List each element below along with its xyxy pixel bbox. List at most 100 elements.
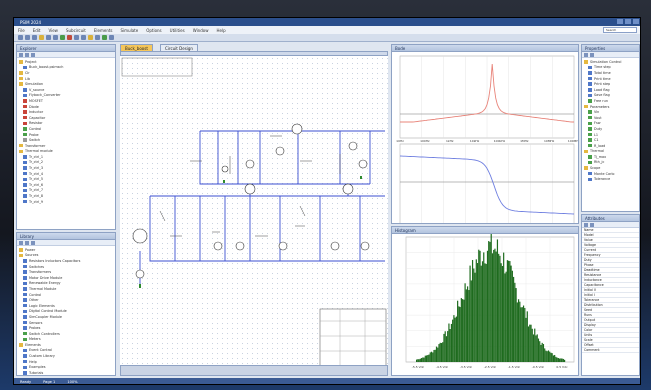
tree-item[interactable]: Free run <box>584 98 637 104</box>
tab-schematic[interactable]: Buck_boost <box>120 44 153 51</box>
attribute-row[interactable]: Voltage <box>582 243 639 248</box>
tree-item[interactable]: Tr_ctrl_7 <box>19 188 113 194</box>
settings-icon[interactable] <box>31 241 35 245</box>
tree-item[interactable]: Time step <box>584 65 637 71</box>
tree-item[interactable]: Tr_ctrl_5 <box>19 176 113 182</box>
tree-item[interactable]: Tr_ctrl_8 <box>19 193 113 199</box>
component-mosfet-2[interactable] <box>235 241 245 251</box>
tree-item[interactable]: Sources <box>19 253 113 259</box>
attribute-row[interactable]: Runs <box>582 313 639 318</box>
tree-item[interactable]: Scope <box>584 165 637 171</box>
menu-file[interactable]: File <box>18 27 25 33</box>
menu-elements[interactable]: Elements <box>93 27 113 33</box>
attribute-row[interactable]: Name <box>582 228 639 233</box>
tree-item[interactable]: Simulation <box>19 81 113 87</box>
tree-item[interactable]: Other <box>19 297 113 303</box>
menu-subcircuit[interactable]: Subcircuit <box>65 27 86 33</box>
tree-item[interactable]: Thermal Module <box>19 286 113 292</box>
menu-view[interactable]: View <box>48 27 58 33</box>
attribute-row[interactable]: Comment <box>582 348 639 353</box>
schematic-canvas[interactable] <box>120 56 388 374</box>
tree-item[interactable]: Tutorials <box>19 370 113 375</box>
attribute-row[interactable]: Tolerance <box>582 298 639 303</box>
tree-item[interactable]: Load flag <box>584 87 637 93</box>
rotate-icon[interactable] <box>95 35 100 40</box>
attribute-row[interactable]: Scale <box>582 338 639 343</box>
attribute-row[interactable]: Initial I <box>582 293 639 298</box>
component-ground-source[interactable] <box>135 269 145 279</box>
attribute-row[interactable]: Deadtime <box>582 268 639 273</box>
tree-item[interactable]: R_load <box>584 143 637 149</box>
tree-item[interactable]: Transformers <box>19 269 113 275</box>
tree-item[interactable]: Print step <box>584 81 637 87</box>
sort-icon[interactable] <box>584 53 588 57</box>
menu-options[interactable]: Options <box>146 27 162 33</box>
search-input[interactable]: Search <box>603 27 637 33</box>
tab-circuit-design[interactable]: Circuit Design <box>160 44 198 51</box>
menu-edit[interactable]: Edit <box>32 27 41 33</box>
component-voltage-source[interactable] <box>132 228 148 244</box>
tree-item[interactable]: C1 <box>584 137 637 143</box>
list-icon[interactable] <box>590 223 594 227</box>
close-button[interactable] <box>633 19 639 24</box>
menu-simulate[interactable]: Simulate <box>120 27 139 33</box>
tree-item[interactable]: Logic Elements <box>19 303 113 309</box>
component-diode[interactable] <box>291 123 303 135</box>
tree-item[interactable]: Control <box>19 292 113 298</box>
new-icon[interactable] <box>18 35 23 40</box>
tree-item[interactable]: Tr_ctrl_9 <box>19 199 113 205</box>
attribute-row[interactable]: Color <box>582 328 639 333</box>
probe-icon[interactable] <box>102 35 107 40</box>
attribute-row[interactable]: Value <box>582 238 639 243</box>
attribute-row[interactable]: Seed <box>582 308 639 313</box>
component-mosfet-3[interactable] <box>278 241 288 251</box>
tree-item[interactable]: Switch Controllers <box>19 331 113 337</box>
attribute-row[interactable]: Frequency <box>582 253 639 258</box>
tree-item[interactable]: Vout <box>584 115 637 121</box>
tree-item[interactable]: Tr_ctrl_2 <box>19 160 113 166</box>
tree-item[interactable]: Sensors <box>19 320 113 326</box>
tree-item[interactable]: V_source <box>19 87 113 93</box>
attribute-row[interactable]: Units <box>582 333 639 338</box>
tree-item[interactable]: Switches <box>19 264 113 270</box>
tree-item[interactable]: Print time <box>584 76 637 82</box>
tree-item[interactable]: Elements <box>19 342 113 348</box>
tree-item[interactable]: Power <box>19 247 113 253</box>
filter-icon[interactable] <box>25 53 29 57</box>
tree-item[interactable]: SimCoupler Module <box>19 314 113 320</box>
component-transformer-2[interactable] <box>342 183 354 195</box>
tree-item[interactable]: Lib <box>19 76 113 82</box>
tree-item[interactable]: Help <box>19 359 113 365</box>
tree-item[interactable]: Vin <box>584 109 637 115</box>
tree-item[interactable]: Simulation Control <box>584 59 637 65</box>
add-icon[interactable] <box>25 241 29 245</box>
tree-item[interactable]: Tj_max <box>584 154 637 160</box>
cut-icon[interactable] <box>39 35 44 40</box>
component-switch-4[interactable] <box>348 141 358 151</box>
tree-item[interactable]: Duty <box>584 126 637 132</box>
refresh-icon[interactable] <box>19 53 23 57</box>
tree-item[interactable]: Monte Carlo <box>584 171 637 177</box>
search-icon[interactable] <box>19 241 23 245</box>
tree-item[interactable]: L1 <box>584 132 637 138</box>
component-mosfet-4[interactable] <box>330 241 340 251</box>
schematic-scrollbar[interactable] <box>120 365 388 376</box>
tree-item[interactable]: MOSFET <box>19 98 113 104</box>
component-mosfet-1[interactable] <box>213 241 223 251</box>
menu-utilities[interactable]: Utilities <box>169 27 185 33</box>
tree-item[interactable]: Event Control <box>19 348 113 354</box>
attribute-row[interactable]: Resistance <box>582 273 639 278</box>
tree-item[interactable]: Motor Drive Module <box>19 275 113 281</box>
attribute-row[interactable]: Offset <box>582 343 639 348</box>
tree-item[interactable]: Diode <box>19 104 113 110</box>
tree-item[interactable]: Cir <box>19 70 113 76</box>
collapse-icon[interactable] <box>31 53 35 57</box>
tree-item[interactable]: Tr_ctrl_3 <box>19 165 113 171</box>
tree-item[interactable]: Examples <box>19 364 113 370</box>
attribute-row[interactable]: Current <box>582 248 639 253</box>
tree-item[interactable]: Tr_ctrl_6 <box>19 182 113 188</box>
attribute-row[interactable]: Initial V <box>582 288 639 293</box>
tree-item[interactable]: Tr_ctrl_1 <box>19 154 113 160</box>
tree-item[interactable]: Save flag <box>584 93 637 99</box>
tree-item[interactable]: Parameters <box>584 104 637 110</box>
